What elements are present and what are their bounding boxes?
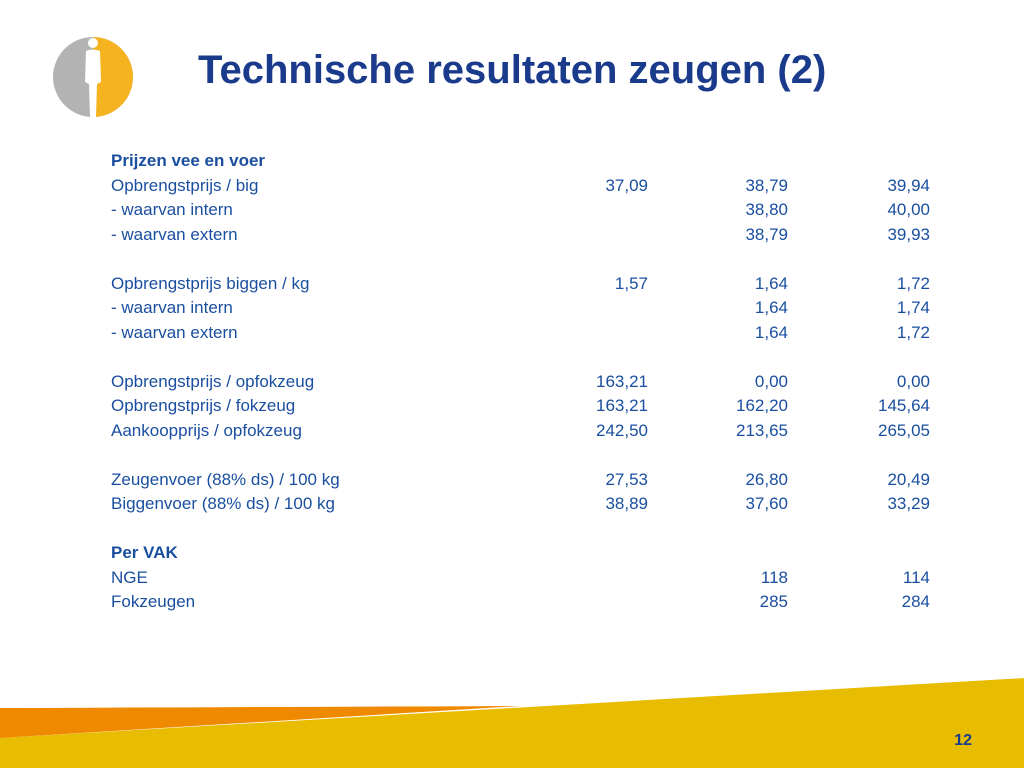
row-label: - waarvan extern <box>111 224 238 244</box>
row-label: Fokzeugen <box>111 592 196 611</box>
row-label: - waarvan extern <box>111 322 238 342</box>
price-table: Prijzen vee en voer Opbrengstprijs / big 3… <box>111 151 931 617</box>
row-value-col2: 1,64 <box>754 298 788 317</box>
spacer-row <box>111 445 931 470</box>
footer-band <box>0 678 1024 768</box>
table-row: Aankoopprijs / opfokzeug 242,50 213,65 265,… <box>111 421 931 446</box>
row-value-col2: 118 <box>760 567 788 587</box>
table-row: Opbrengstprijs / opfokzeug 163,21 0,00 0,00 <box>111 372 931 397</box>
company-logo <box>53 37 133 117</box>
row-value-col3: 0,00 <box>896 371 930 391</box>
row-label: Aankoopprijs / opfokzeug <box>111 420 302 440</box>
table-row: Zeugenvoer (88% ds) / 100 kg 27,53 26,80 20… <box>111 470 931 495</box>
table-row: Opbrengstprijs / fokzeug 163,21 162,20 145,… <box>111 396 931 421</box>
row-value-col1: 163,21 <box>596 371 648 391</box>
row-value-col2: 38,79 <box>745 224 788 244</box>
row-value-col1: 38,89 <box>605 494 648 513</box>
row-value-col3: 1,74 <box>896 298 930 317</box>
row-label: Opbrengstprijs / opfokzeug <box>111 371 315 391</box>
row-value-col3: 39,93 <box>887 224 930 244</box>
table-row: Opbrengstprijs / big 37,09 38,79 39,94 <box>111 176 931 201</box>
row-label: Opbrengstprijs biggen / kg <box>111 273 310 293</box>
section-header: Per VAK <box>111 543 178 562</box>
row-value-col3: 33,29 <box>887 494 930 513</box>
row-value-col3: 284 <box>901 592 930 611</box>
row-label: Zeugenvoer (88% ds) / 100 kg <box>111 469 340 489</box>
row-label: NGE <box>111 567 148 587</box>
page-title: Technische resultaten zeugen (2) <box>198 48 827 92</box>
row-value-col2: 37,60 <box>745 494 788 513</box>
row-value-col2: 1,64 <box>754 322 788 342</box>
section-header-row: Prijzen vee en voer <box>111 151 931 176</box>
row-value-col1: 242,50 <box>596 420 648 440</box>
row-label: Opbrengstprijs / big <box>111 175 259 195</box>
row-value-col2: 285 <box>759 592 788 611</box>
row-value-col1: 1,57 <box>614 273 648 293</box>
row-value-col2: 38,80 <box>745 200 788 219</box>
row-value-col2: 213,65 <box>736 420 788 440</box>
row-label: Opbrengstprijs / fokzeug <box>111 396 296 415</box>
row-value-col3: 20,49 <box>887 469 930 489</box>
row-value-col2: 162,20 <box>736 396 788 415</box>
row-value-col1: 27,53 <box>605 469 648 489</box>
page-number: 12 <box>954 732 972 749</box>
row-label: - waarvan intern <box>111 200 233 219</box>
table-row: - waarvan intern 1,64 1,74 <box>111 298 931 323</box>
row-value-col1: 163,21 <box>596 396 648 415</box>
spacer-row <box>111 347 931 372</box>
row-value-col2: 38,79 <box>745 175 788 195</box>
row-value-col3: 265,05 <box>878 420 930 440</box>
row-value-col3: 40,00 <box>887 200 930 219</box>
table-row: Opbrengstprijs biggen / kg 1,57 1,64 1,72 <box>111 274 931 299</box>
table-row: NGE 118 114 <box>111 568 931 593</box>
row-value-col2: 0,00 <box>754 371 788 391</box>
table-row: Fokzeugen 285 284 <box>111 592 931 617</box>
table-row: - waarvan extern 1,64 1,72 <box>111 323 931 348</box>
table-row: - waarvan extern 38,79 39,93 <box>111 225 931 250</box>
row-value-col3: 1,72 <box>896 273 930 293</box>
section-header: Prijzen vee en voer <box>111 151 266 170</box>
row-label: - waarvan intern <box>111 298 233 317</box>
table-row: - waarvan intern 38,80 40,00 <box>111 200 931 225</box>
row-value-col1: 37,09 <box>605 175 648 195</box>
row-label: Biggenvoer (88% ds) / 100 kg <box>111 494 335 513</box>
row-value-col3: 145,64 <box>878 396 930 415</box>
spacer-row <box>111 519 931 544</box>
spacer-row <box>111 249 931 274</box>
row-value-col2: 26,80 <box>745 469 788 489</box>
row-value-col3: 1,72 <box>896 322 930 342</box>
section-header-row: Per VAK <box>111 543 931 568</box>
row-value-col3: 39,94 <box>887 175 930 195</box>
row-value-col2: 1,64 <box>754 273 788 293</box>
table-row: Biggenvoer (88% ds) / 100 kg 38,89 37,60 33… <box>111 494 931 519</box>
row-value-col3: 114 <box>902 567 930 587</box>
